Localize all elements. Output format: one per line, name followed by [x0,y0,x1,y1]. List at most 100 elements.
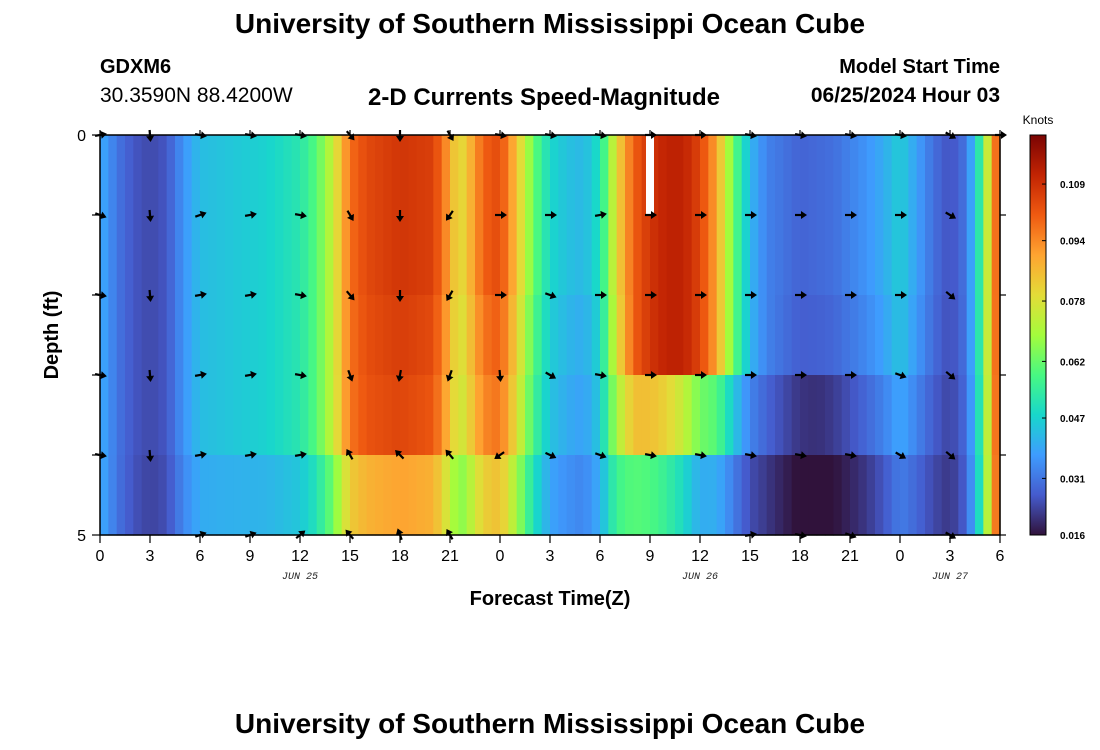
heatmap-cell [250,455,259,536]
heatmap-cell [625,215,634,296]
heatmap-cell [925,135,934,216]
heatmap-cell [100,215,109,296]
current-vector-arrow [745,291,757,299]
heatmap-cell [283,375,293,456]
heatmap-cell [316,135,326,216]
heatmap-cell [141,215,151,296]
heatmap-cell [183,455,193,536]
heatmap-cell [700,455,709,536]
heatmap-cell [991,215,1001,296]
heatmap-cell [875,455,884,536]
heatmap-cell [791,375,801,456]
heatmap-cell [875,295,884,376]
current-vector-arrow [745,211,757,219]
heatmap-cell [191,375,201,456]
heatmap-cell [358,375,368,456]
heatmap-cell [291,135,301,216]
heatmap-cell [175,295,184,376]
heatmap-cell [891,135,901,216]
current-vector-arrow [244,290,257,299]
heatmap-cell [333,295,343,376]
heatmap-cell [725,135,734,216]
heatmap-cell [658,455,668,536]
heatmap-cell [566,455,576,536]
heatmap-cell [983,135,993,216]
heatmap-cell [258,375,268,456]
heatmap-cell [475,135,484,216]
heatmap-cell [766,455,776,536]
heatmap-cell [983,455,993,536]
heatmap-cell [391,135,401,216]
heatmap-cell [425,135,434,216]
colorbar-tick-label: 0.047 [1060,414,1085,425]
heatmap-cell [208,295,218,376]
heatmap-cell [208,455,218,536]
heatmap-cell [183,295,193,376]
heatmap-cell [683,375,693,456]
heatmap-cell [250,295,259,376]
heatmap-cell [650,295,659,376]
heatmap-cell [958,135,968,216]
heatmap-cell [716,455,726,536]
heatmap-cell [583,375,593,456]
heatmap-cell [216,375,226,456]
heatmap-cell [266,135,276,216]
heatmap-cell [450,215,459,296]
current-vector-arrow [194,210,207,219]
heatmap-cell [950,375,959,456]
heatmap-cell [933,375,943,456]
current-vector-arrow [794,451,807,460]
heatmap-cell [433,135,443,216]
heatmap-cell [375,215,384,296]
heatmap-cell [566,135,576,216]
heatmap-cell [608,135,618,216]
heatmap-cell [308,375,318,456]
heatmap-cell [291,375,301,456]
model-start-label: Model Start Time [839,56,1000,78]
heatmap-cell [883,135,893,216]
current-vector-arrow [845,291,857,299]
heatmap-cell [616,295,626,376]
heatmap-cell [791,135,801,216]
heatmap-cell [500,375,509,456]
heatmap-cell [508,295,518,376]
heatmap-cell [975,455,984,536]
heatmap-cell [791,455,801,536]
heatmap-cell [175,135,184,216]
heatmap-cell [458,215,468,296]
heatmap-cell [858,295,868,376]
heatmap-cell [458,135,468,216]
heatmap-cell [758,455,768,536]
heatmap-cell [166,295,176,376]
heatmap-cell [241,135,251,216]
heatmap-cell [625,295,634,376]
heatmap-cell [200,455,209,536]
heatmap-cell [616,135,626,216]
heatmap-cell [383,215,393,296]
colorbar-scale [1029,134,1047,536]
heatmap-cell [950,135,959,216]
current-vector-arrow [694,451,707,460]
heatmap-cell [916,375,926,456]
heatmap-cell [666,375,676,456]
heatmap-cell [616,455,626,536]
heatmap-cell [533,455,543,536]
heatmap-cell [883,375,893,456]
colorbar-tick-label: 0.062 [1060,357,1085,368]
heatmap-cell [808,375,818,456]
heatmap-cell [458,455,468,536]
current-vector-arrow [795,211,807,219]
current-vector-arrow [396,290,404,302]
heatmap-cell [933,455,943,536]
heatmap-cell [116,215,126,296]
heatmap-cell [300,375,309,456]
x-tick-label: 6 [196,548,205,565]
heatmap-cell [225,375,234,456]
heatmap-cell [833,295,843,376]
heatmap-cell [450,295,459,376]
heatmap-cell [116,455,126,536]
heatmap-cell [400,295,409,376]
heatmap-cell [675,375,684,456]
heatmap-cell [600,375,609,456]
